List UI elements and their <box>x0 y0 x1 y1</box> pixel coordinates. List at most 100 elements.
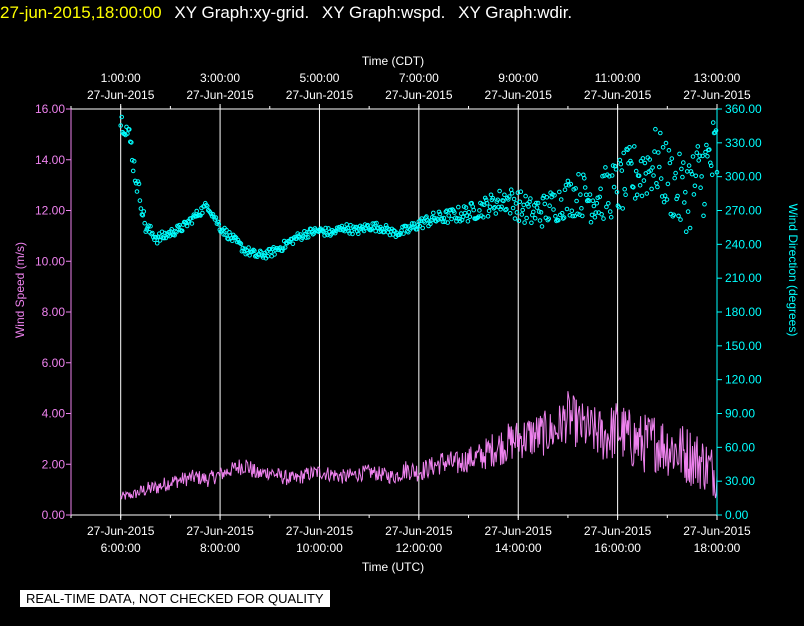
wind-direction-point <box>676 213 681 219</box>
wind-direction-point <box>149 231 154 237</box>
wind-direction-point <box>526 204 531 209</box>
wind-direction-point <box>665 181 671 187</box>
wind-direction-point <box>690 154 696 159</box>
wind-direction-point <box>497 188 502 194</box>
bottom-tick-time-0: 6:00:00 <box>101 541 141 555</box>
wind-direction-point <box>589 212 595 218</box>
wind-direction-point <box>486 208 492 214</box>
wind-direction-point <box>651 173 656 178</box>
wind-direction-markers <box>118 114 720 261</box>
wind-direction-point <box>704 142 709 148</box>
wind-direction-point <box>534 205 540 210</box>
wind-direction-point <box>619 168 625 173</box>
wind-direction-point <box>491 206 497 211</box>
wind-direction-point <box>204 202 209 208</box>
right-tick-label-8: 240.00 <box>725 237 762 251</box>
wind-direction-point <box>523 193 528 199</box>
wind-direction-point <box>659 194 665 199</box>
wind-direction-point <box>519 212 525 217</box>
wind-direction-point <box>229 236 234 241</box>
wind-direction-point <box>633 168 639 174</box>
wind-direction-point <box>664 197 670 202</box>
wind-direction-point <box>678 217 683 222</box>
wind-direction-point <box>699 174 704 179</box>
wind-direction-point <box>467 214 473 220</box>
wind-direction-point <box>488 192 494 198</box>
wind-direction-point <box>157 238 163 243</box>
wind-direction-point <box>628 158 633 164</box>
wind-direction-point <box>372 221 377 226</box>
wind-direction-point <box>710 120 716 125</box>
wind-direction-point <box>680 174 685 180</box>
wind-direction-point <box>535 200 541 206</box>
wind-direction-point <box>495 197 501 203</box>
wind-direction-point <box>669 156 675 161</box>
wind-direction-point <box>708 163 714 168</box>
wind-direction-point <box>507 211 513 216</box>
quality-disclaimer: REAL-TIME DATA, NOT CHECKED FOR QUALITY <box>20 590 330 607</box>
right-tick-label-10: 300.00 <box>725 170 762 184</box>
wind-direction-point <box>226 236 231 242</box>
wind-direction-point <box>493 211 499 216</box>
wind-direction-point <box>597 194 603 200</box>
wind-direction-point <box>398 231 403 236</box>
wind-direction-point <box>522 220 527 225</box>
top-tick-date-4: 27-Jun-2015 <box>485 88 553 102</box>
wind-direction-point <box>463 205 469 210</box>
wind-direction-point <box>189 221 195 226</box>
wind-direction-point <box>516 218 522 224</box>
wind-direction-point <box>562 187 568 192</box>
wind-direction-point <box>169 227 174 232</box>
wind-direction-point <box>559 210 565 216</box>
wind-direction-point <box>524 215 529 221</box>
wind-direction-point <box>148 223 153 229</box>
wind-direction-point <box>681 160 686 165</box>
wind-direction-point <box>671 212 677 218</box>
wind-direction-point <box>702 201 707 207</box>
right-tick-label-3: 90.00 <box>725 407 755 421</box>
wind-direction-point <box>460 214 466 220</box>
left-axis-label: Wind Speed (m/s) <box>13 242 27 338</box>
wind-direction-point <box>572 213 578 219</box>
header-graph-title-1: XY Graph:xy-grid. <box>174 3 310 22</box>
bottom-tick-time-1: 8:00:00 <box>200 541 240 555</box>
wind-direction-point <box>564 206 570 212</box>
wind-direction-point <box>418 218 424 223</box>
top-tick-date-5: 27-Jun-2015 <box>584 88 652 102</box>
wind-direction-point <box>509 191 515 196</box>
right-tick-label-5: 150.00 <box>725 339 762 353</box>
top-tick-time-2: 5:00:00 <box>299 71 339 85</box>
wind-direction-point <box>629 161 634 166</box>
wind-direction-point <box>475 215 480 221</box>
left-tick-label-3: 6.00 <box>42 356 66 370</box>
wind-direction-point <box>687 225 693 231</box>
bottom-tick-date-5: 27-Jun-2015 <box>584 524 652 538</box>
wind-direction-point <box>663 140 669 146</box>
wind-direction-point <box>607 174 612 179</box>
wind-direction-point <box>655 184 660 190</box>
wind-direction-point <box>693 173 699 179</box>
wind-direction-point <box>661 199 667 205</box>
wind-direction-point <box>673 170 678 176</box>
wind-direction-point <box>311 231 317 236</box>
wind-direction-point <box>231 235 237 240</box>
wind-direction-point <box>553 213 558 219</box>
wind-direction-point <box>484 201 490 206</box>
wind-direction-point <box>694 150 700 155</box>
wind-direction-point <box>221 232 226 237</box>
wind-direction-point <box>653 126 658 132</box>
bottom-tick-time-5: 16:00:00 <box>594 541 641 555</box>
wind-direction-point <box>238 241 244 247</box>
wind-direction-point <box>608 214 614 220</box>
wind-direction-point <box>272 252 277 257</box>
wind-direction-point <box>344 222 350 227</box>
left-tick-label-8: 16.00 <box>35 102 65 116</box>
wind-direction-point <box>356 231 361 236</box>
wind-direction-point <box>544 195 550 200</box>
wind-direction-point <box>520 207 526 213</box>
wind-direction-point <box>122 131 127 137</box>
wind-direction-point <box>552 193 557 198</box>
right-tick-label-0: 0.00 <box>725 508 749 522</box>
wind-direction-point <box>639 193 645 199</box>
